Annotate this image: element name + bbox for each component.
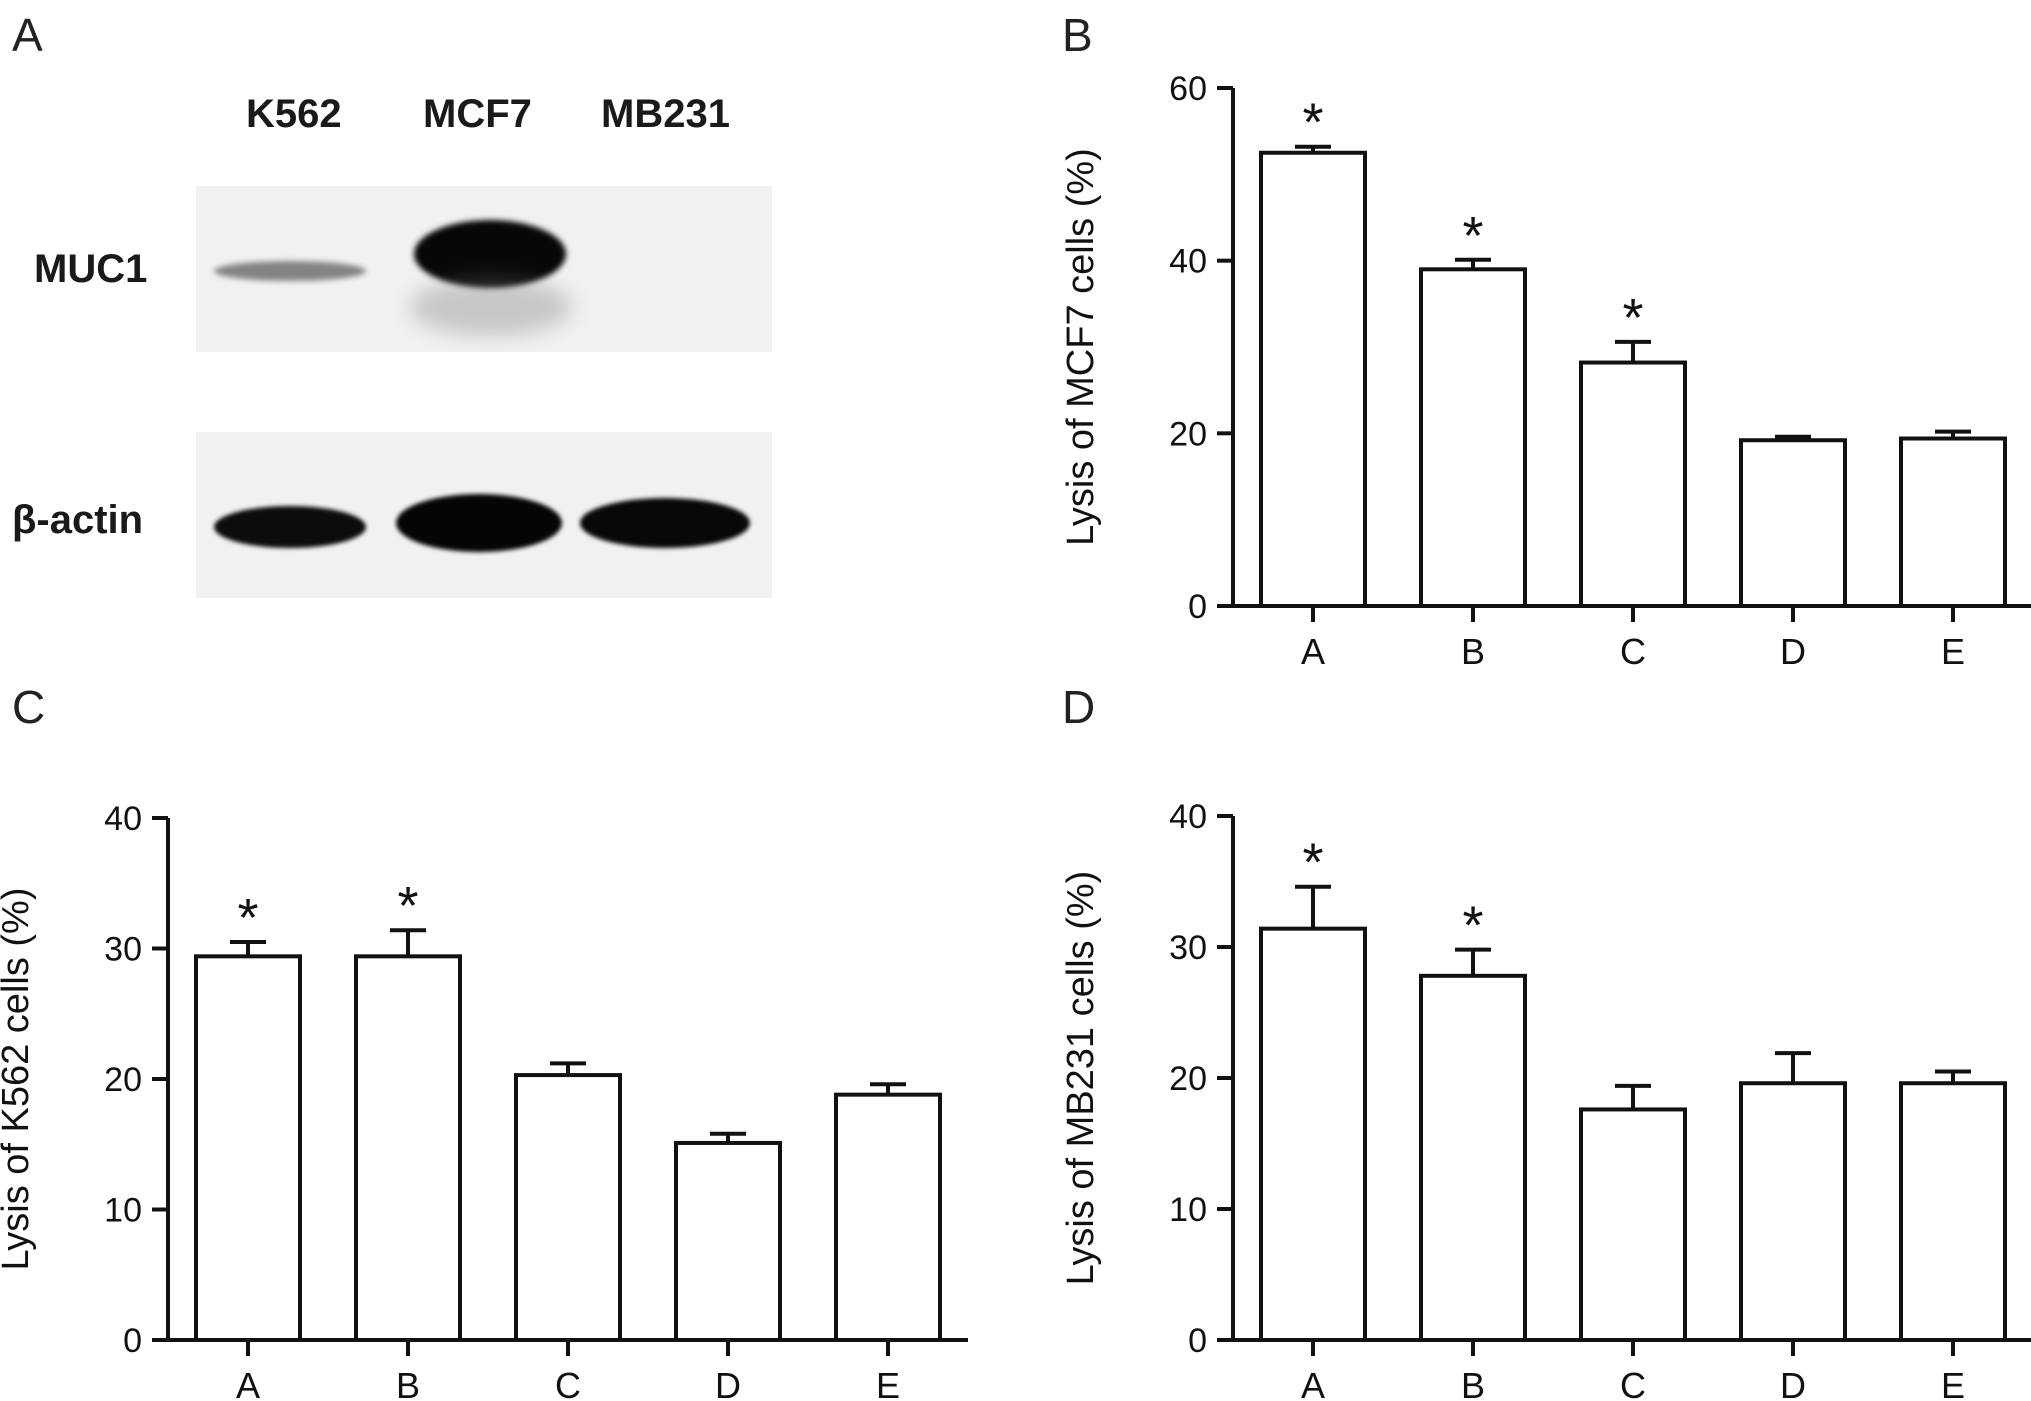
y-axis-title-d: Lysis of MB231 cells (%) [1060,871,1102,1286]
x-tick-label-c: E [876,1365,900,1401]
bar-c-d [674,1140,782,1342]
y-tick-label-c: 30 [104,931,142,969]
row-label-beta-actin: β-actin [12,498,144,542]
panel-letter-d: D [1062,681,1096,733]
significance-marker-b: * [1462,206,1483,266]
bar-c-a [194,954,302,1343]
y-tick-label-b: 20 [1169,415,1207,453]
y-tick-label-c: 40 [104,800,142,838]
muc1-blot-strip [196,186,772,352]
x-tick-label-d: A [1301,1365,1325,1401]
y-tick-label-c: 0 [123,1322,142,1360]
x-tick-label-c: C [555,1365,581,1401]
bar-b-a [1259,150,1367,608]
x-tick-label-c: B [396,1365,420,1401]
bar-d-a [1259,926,1367,1342]
bar-b-d [1739,438,1847,608]
western-blot-panel: K562 MCF7 MB231 MUC1 β-actin [0,0,800,620]
y-axis-title-c: Lysis of K562 cells (%) [0,888,37,1271]
bar-b-c [1579,360,1687,609]
muc1-band-mcf7 [414,220,566,288]
x-tick-label-c: D [715,1365,741,1401]
bar-c-b [354,954,462,1343]
x-tick-label-d: E [1941,1365,1965,1401]
x-tick-label-b: E [1941,631,1965,672]
y-tick-label-b: 40 [1169,243,1207,281]
bar-d-d [1739,1081,1847,1342]
actin-band-mcf7 [396,494,562,552]
x-tick-label-b: B [1461,631,1485,672]
significance-marker-d: * [1462,896,1483,956]
x-tick-label-b: D [1780,631,1806,672]
actin-band-k562 [214,506,366,548]
bar-d-b [1419,973,1527,1342]
significance-marker-c: * [397,876,418,936]
bar-d-c [1579,1107,1687,1342]
muc1-band-k562 [214,261,366,281]
y-tick-label-d: 20 [1169,1060,1207,1098]
lane-label-mcf7: MCF7 [423,92,532,136]
bar-b-e [1899,436,2007,608]
bar-c-e [834,1092,942,1343]
actin-band-mb231 [580,498,750,548]
bar-c-c [514,1073,622,1342]
y-tick-label-d: 30 [1169,929,1207,967]
y-tick-label-d: 40 [1169,798,1207,836]
y-tick-label-b: 60 [1169,70,1207,108]
y-tick-label-d: 10 [1169,1191,1207,1229]
x-tick-label-d: B [1461,1365,1485,1401]
significance-marker-c: * [237,888,258,948]
x-tick-label-b: A [1301,631,1325,672]
x-tick-label-d: D [1780,1365,1806,1401]
x-tick-label-c: A [236,1365,260,1401]
panel-letter-b: B [1062,9,1093,61]
bar-d-e [1899,1081,2007,1342]
muc1-band-mcf7-smear [410,278,572,336]
significance-marker-d: * [1302,833,1323,893]
lane-label-k562: K562 [246,92,342,136]
y-tick-label-c: 20 [104,1061,142,1099]
significance-marker-b: * [1302,93,1323,153]
x-tick-label-b: C [1620,631,1646,672]
bar-b-b [1419,267,1527,608]
y-tick-label-b: 0 [1188,588,1207,626]
row-label-muc1: MUC1 [34,247,148,291]
significance-marker-b: * [1622,288,1643,348]
y-axis-title-b: Lysis of MCF7 cells (%) [1060,148,1102,546]
y-tick-label-d: 0 [1188,1322,1207,1360]
panel-letter-a: A [12,9,43,61]
x-tick-label-d: C [1620,1365,1646,1401]
y-tick-label-c: 10 [104,1192,142,1230]
lane-label-mb231: MB231 [601,92,730,136]
actin-blot-strip [196,432,772,598]
panel-letter-c: C [12,681,46,733]
